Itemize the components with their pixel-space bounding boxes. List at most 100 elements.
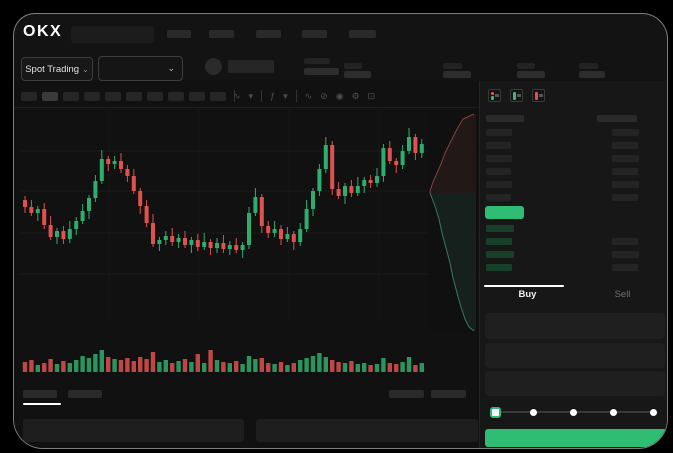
total-input[interactable] bbox=[485, 371, 665, 396]
ask-price-placeholder bbox=[486, 155, 512, 162]
pair-dropdown[interactable]: ⌄ bbox=[98, 56, 183, 81]
market-stats bbox=[14, 54, 667, 82]
indicators-icon[interactable]: ƒ bbox=[270, 91, 276, 101]
fullscreen-icon[interactable]: ⊡ bbox=[367, 91, 376, 101]
icon-lines bbox=[495, 93, 499, 98]
chart-tools: ∿ ▾ ƒ ▾ ∿ ⊘ ◉ ⚙ ⊡ bbox=[233, 89, 375, 103]
slider-handle-50[interactable] bbox=[570, 408, 577, 416]
pair-name-placeholder bbox=[228, 60, 274, 73]
orderbook-header-left bbox=[486, 115, 524, 122]
ask-amount-placeholder bbox=[612, 129, 639, 136]
ask-amount-placeholder bbox=[612, 181, 639, 188]
icon-color-cell bbox=[490, 96, 494, 100]
amount-slider[interactable] bbox=[490, 406, 657, 418]
bid-price-placeholder bbox=[486, 238, 512, 245]
line-tool-icon[interactable]: ∿ bbox=[304, 91, 313, 101]
interval-button[interactable] bbox=[21, 91, 37, 101]
chevron-down-icon[interactable]: ▾ bbox=[248, 91, 254, 101]
candlestick-chart[interactable] bbox=[19, 109, 479, 379]
bid-amount-placeholder bbox=[612, 251, 639, 258]
bid-price-placeholder bbox=[486, 225, 514, 232]
book-bids-icon[interactable] bbox=[510, 89, 523, 102]
icon-color-column bbox=[512, 91, 516, 100]
book-both-icon[interactable] bbox=[488, 89, 501, 102]
chevron-down-icon[interactable]: ▾ bbox=[283, 91, 288, 101]
stat-value-placeholder bbox=[517, 71, 545, 78]
trading-app-window: OKX Spot Trading ⌄ ⌄ ∿ ▾ ƒ ▾ ∿ ⊘ ◉ ⚙ ⊡ Buy Sell bbox=[13, 13, 668, 449]
history-action-placeholder[interactable] bbox=[431, 390, 466, 398]
settings-icon[interactable]: ⚙ bbox=[351, 91, 360, 101]
candle-style-icon[interactable]: ∿ bbox=[233, 91, 241, 101]
ask-amount-placeholder bbox=[612, 194, 638, 201]
tab-buy[interactable]: Buy bbox=[518, 289, 537, 300]
nav-item-placeholder[interactable] bbox=[209, 30, 234, 38]
chevron-down-icon: ⌄ bbox=[82, 64, 89, 74]
toolbar-divider bbox=[261, 90, 263, 102]
slider-handle-25[interactable] bbox=[530, 408, 537, 416]
interval-button[interactable] bbox=[105, 91, 121, 101]
buy-tab-indicator bbox=[484, 285, 564, 287]
price-input[interactable] bbox=[485, 313, 665, 339]
orders-row-right bbox=[256, 419, 478, 442]
chevron-down-icon: ⌄ bbox=[167, 63, 175, 73]
interval-button[interactable] bbox=[189, 91, 205, 101]
ask-amount-placeholder bbox=[612, 168, 638, 175]
history-tab-placeholder[interactable] bbox=[23, 390, 57, 398]
icon-color-cell bbox=[534, 91, 538, 100]
interval-button[interactable] bbox=[84, 91, 100, 101]
bid-price-placeholder bbox=[486, 264, 512, 271]
orderbook-header-right bbox=[597, 115, 637, 122]
stat-value-placeholder bbox=[579, 71, 605, 78]
interval-button[interactable] bbox=[210, 91, 226, 101]
bid-price-placeholder bbox=[486, 251, 514, 258]
search-box-placeholder[interactable] bbox=[71, 26, 154, 43]
depth-chart bbox=[428, 111, 478, 333]
coin-icon bbox=[205, 58, 222, 75]
snapshot-icon[interactable]: ◉ bbox=[335, 91, 344, 101]
slider-handle-75[interactable] bbox=[610, 408, 617, 416]
interval-button[interactable] bbox=[147, 91, 163, 101]
ask-price-placeholder bbox=[486, 181, 512, 188]
buy-button[interactable] bbox=[485, 429, 667, 447]
icon-lines bbox=[517, 93, 521, 98]
interval-button[interactable] bbox=[126, 91, 142, 101]
book-asks-icon[interactable] bbox=[532, 89, 545, 102]
slider-handle-100[interactable] bbox=[650, 408, 657, 416]
ask-price-placeholder bbox=[486, 194, 511, 201]
interval-button[interactable] bbox=[168, 91, 184, 101]
nav-item-placeholder[interactable] bbox=[302, 30, 327, 38]
chart-zone bbox=[14, 81, 479, 448]
orders-row-left bbox=[23, 419, 244, 442]
eraser-icon[interactable]: ⊘ bbox=[320, 91, 328, 101]
stat-label-placeholder bbox=[304, 58, 330, 64]
market-type-selector[interactable]: Spot Trading ⌄ bbox=[21, 57, 93, 81]
orderbook-panel: Buy Sell bbox=[479, 81, 667, 448]
nav-item-placeholder[interactable] bbox=[167, 30, 191, 38]
bottom-tabs bbox=[14, 384, 479, 409]
amount-input[interactable] bbox=[485, 343, 665, 368]
stat-value-placeholder bbox=[344, 71, 371, 78]
ask-price-placeholder bbox=[486, 142, 511, 149]
stat-label-placeholder bbox=[443, 63, 462, 69]
toolbar-divider bbox=[14, 107, 479, 108]
interval-button[interactable] bbox=[63, 91, 79, 101]
stat-label-placeholder bbox=[517, 63, 535, 69]
market-type-label: Spot Trading bbox=[25, 63, 80, 75]
toolbar-divider bbox=[295, 90, 297, 102]
icon-color-cell bbox=[512, 91, 516, 100]
last-price-pill[interactable] bbox=[485, 206, 524, 219]
history-tab-placeholder[interactable] bbox=[68, 390, 102, 398]
ask-price-placeholder bbox=[486, 129, 512, 136]
stat-value-placeholder bbox=[304, 68, 339, 75]
slider-handle-0[interactable] bbox=[490, 406, 501, 418]
stat-label-placeholder bbox=[344, 63, 362, 69]
nav-item-placeholder[interactable] bbox=[256, 30, 281, 38]
okx-logo: OKX bbox=[23, 23, 63, 40]
orderbook-view-switcher bbox=[488, 89, 568, 102]
toolbar-divider bbox=[234, 90, 235, 102]
history-action-placeholder[interactable] bbox=[389, 390, 424, 398]
tab-sell[interactable]: Sell bbox=[614, 289, 631, 300]
nav-item-placeholder[interactable] bbox=[349, 30, 376, 38]
stat-value-placeholder bbox=[443, 71, 471, 78]
interval-button[interactable] bbox=[42, 91, 58, 101]
